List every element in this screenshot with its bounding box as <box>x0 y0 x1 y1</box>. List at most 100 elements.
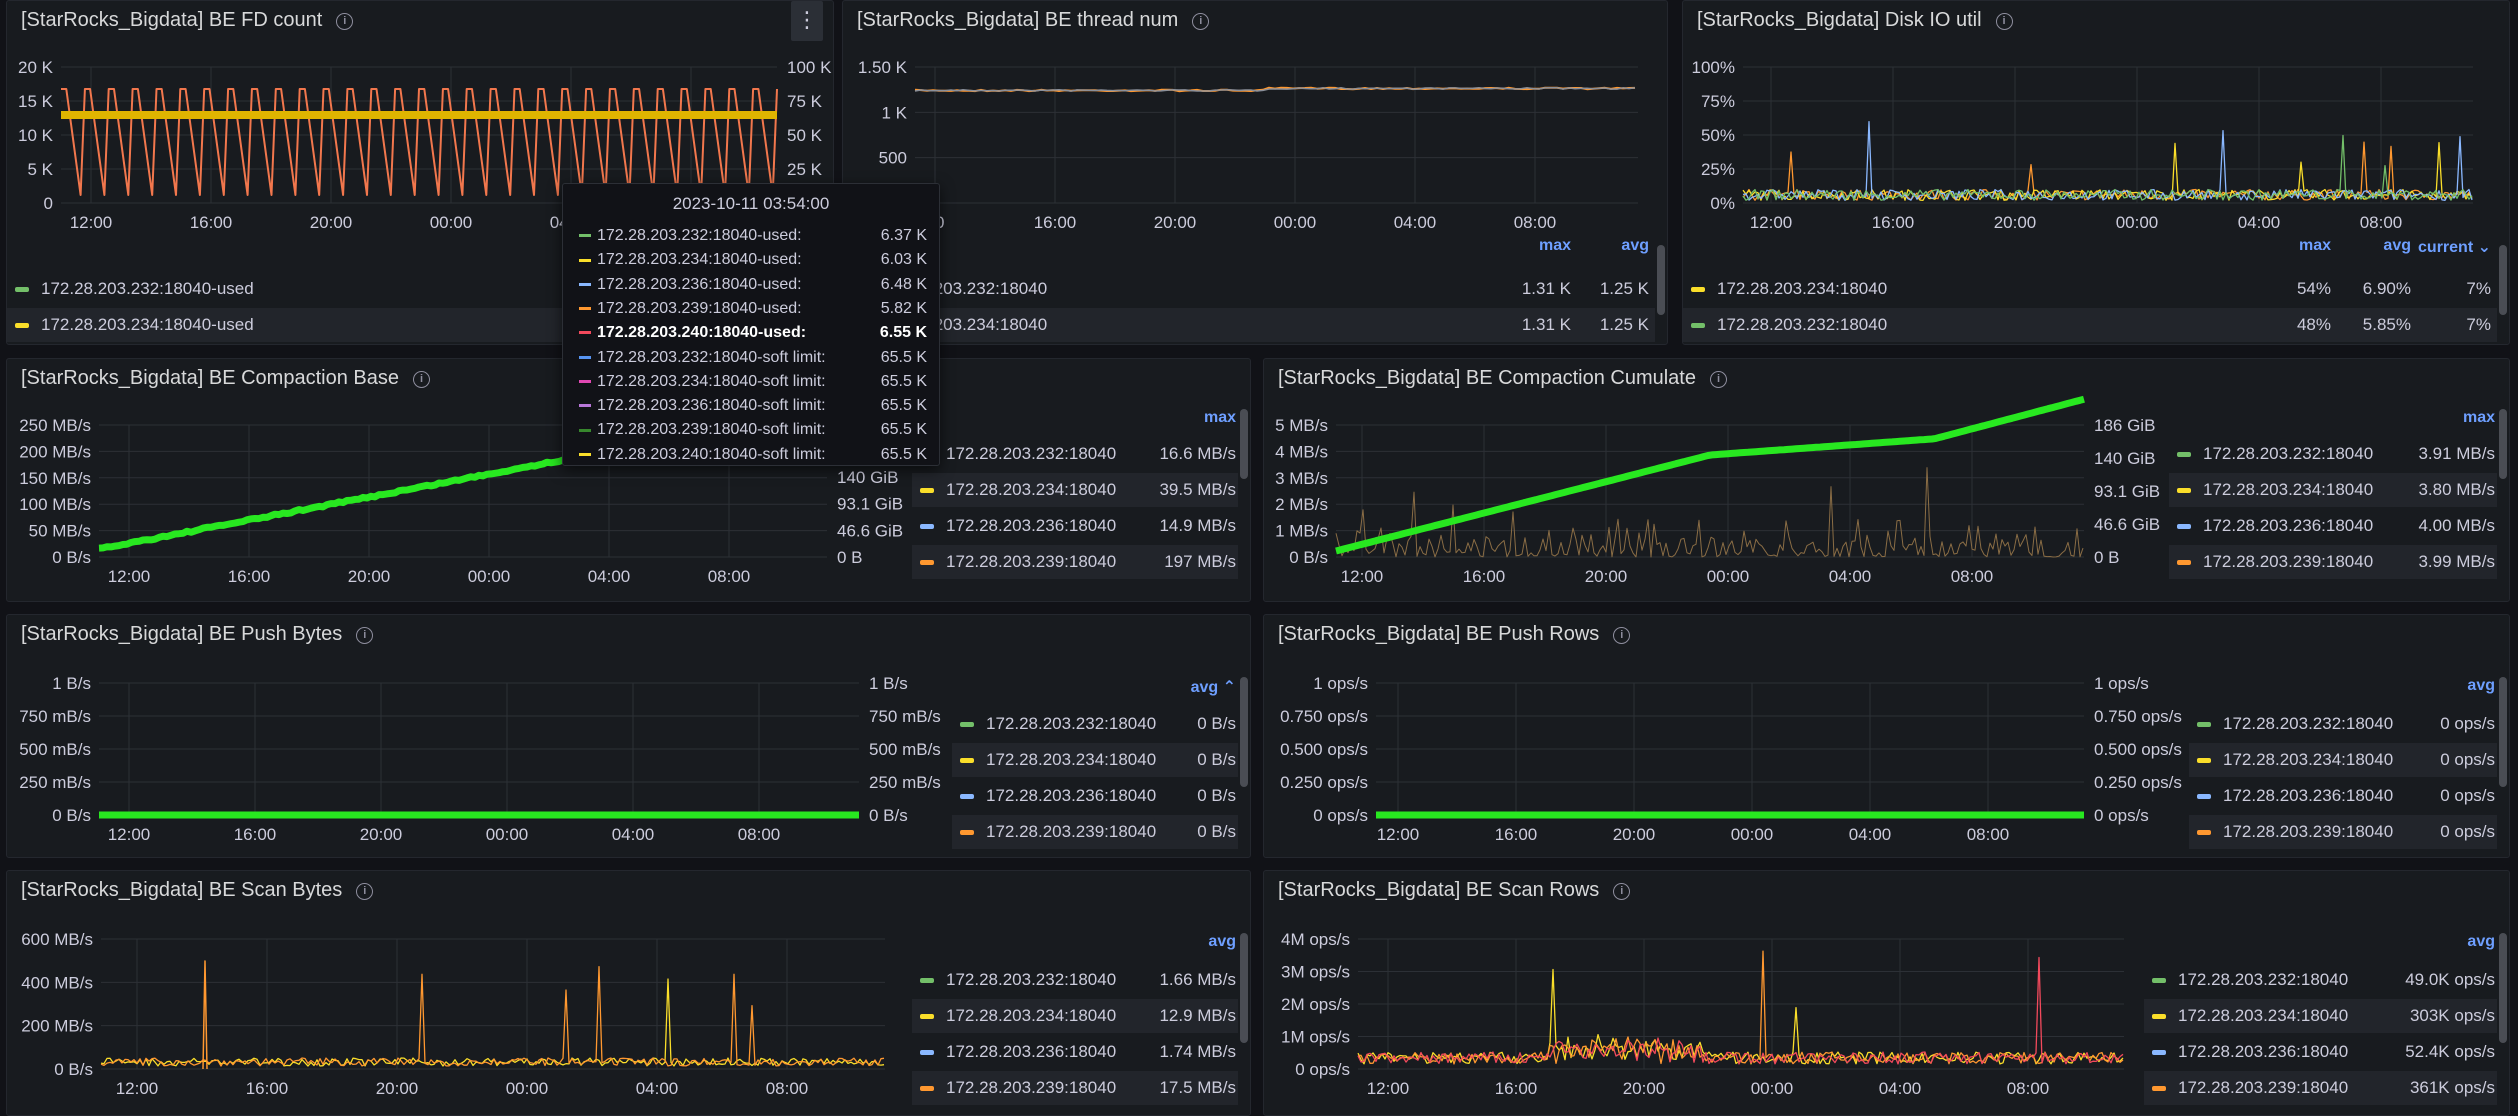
legend-row[interactable]: 172.28.203.234:18040 1.31 K 1.25 K <box>843 308 1655 342</box>
legend-col-header[interactable]: avg <box>2467 677 2495 694</box>
legend-row[interactable]: 172.28.203.234:18040 0 B/s <box>952 743 1238 777</box>
legend-col-header[interactable]: avg <box>2467 933 2495 950</box>
info-icon[interactable]: i <box>1613 883 1631 900</box>
legend-scrollbar[interactable] <box>2499 933 2507 1043</box>
y-tick-label: 15 K <box>18 92 54 111</box>
y-tick-label: 100 MB/s <box>19 495 91 514</box>
push-bytes-chart[interactable]: 1 B/s 750 mB/s 500 mB/s 250 mB/s 0 B/s 1 B/s 7… <box>7 615 967 858</box>
legend-row[interactable]: 172.28.203.232:18040 0 B/s <box>952 707 1238 741</box>
tooltip-series-name: 172.28.203.239:18040-soft limit: <box>597 421 826 439</box>
legend-row[interactable]: 172.28.203.234:18040 0 ops/s <box>2189 743 2497 777</box>
legend-row[interactable]: 172.28.203.236:18040 0 B/s <box>952 779 1238 813</box>
legend-row[interactable]: 172.28.203.236:18040 14.9 MB/s <box>912 509 1238 543</box>
compaction-cumulate-chart[interactable]: 5 MB/s 4 MB/s 3 MB/s 2 MB/s 1 MB/s 0 B/s 186 G… <box>1264 359 2174 602</box>
legend-row[interactable]: 172.28.203.234:18040 303K ops/s <box>2144 999 2497 1033</box>
legend-col-header[interactable]: avg <box>2383 237 2411 254</box>
legend-row[interactable]: 172.28.203.239:18040 3.99 MB/s <box>2169 545 2497 579</box>
legend-col-header[interactable]: avg <box>1208 933 1236 950</box>
x-tick-label: 12:00 <box>70 213 113 232</box>
info-icon[interactable]: i <box>356 627 374 644</box>
legend-col-header[interactable]: max <box>2462 409 2495 426</box>
y-right-tick-label: 0 B <box>2094 548 2120 567</box>
scan-bytes-chart[interactable]: 600 MB/s 400 MB/s 200 MB/s 0 B/s 12:00 16:00 2… <box>7 871 907 1116</box>
x-tick-label: 12:00 <box>1750 213 1793 232</box>
panel-be-push-rows[interactable]: [StarRocks_Bigdata] BE Push Rows i 1 ops/… <box>1263 614 2510 858</box>
panel-title: [StarRocks_Bigdata] BE Scan Rows i <box>1278 879 1631 902</box>
legend-scrollbar[interactable] <box>1240 933 1248 1043</box>
legend-row[interactable]: 172.28.203.236:18040 4.00 MB/s <box>2169 509 2497 543</box>
push-rows-chart[interactable]: 1 ops/s 0.750 ops/s 0.500 ops/s 0.250 ops/s… <box>1264 615 2204 858</box>
y-right-tick-label: 50 K <box>787 126 823 145</box>
info-icon[interactable]: i <box>1995 13 2013 30</box>
y-right-tick-label: 93.1 GiB <box>837 495 903 514</box>
legend-row[interactable]: 172.28.203.239:18040 0 B/s <box>952 815 1238 849</box>
panel-be-fd-count[interactable]: [StarRocks_Bigdata] BE FD count i ⋮ 20 K 1… <box>6 0 834 345</box>
y-tick-label: 1M ops/s <box>1281 1028 1350 1047</box>
legend-col-header[interactable]: max <box>1203 409 1236 426</box>
legend-col-header[interactable]: current ⌄ <box>2418 239 2491 256</box>
legend-swatch <box>1691 323 1705 329</box>
panel-be-scan-bytes[interactable]: [StarRocks_Bigdata] BE Scan Bytes i 600 M… <box>6 870 1251 1116</box>
legend-row[interactable]: 172.28.203.232:18040 49.0K ops/s <box>2144 963 2497 997</box>
legend-row[interactable]: 172.28.203.236:18040 52.4K ops/s <box>2144 1035 2497 1069</box>
legend-scrollbar[interactable] <box>1240 409 1248 479</box>
x-tick-label: 12:00 <box>108 825 151 844</box>
legend-row[interactable]: 172.28.203.232:18040 16.6 MB/s <box>912 437 1238 471</box>
disk-io-chart[interactable]: 100% 75% 50% 25% 0% 12:00 16:00 20:00 00:00 04:00… <box>1683 1 2510 261</box>
x-tick-label: 12:00 <box>1377 825 1420 844</box>
legend-row[interactable]: 172.28.203.232:18040 0 ops/s <box>2189 707 2497 741</box>
panel-be-push-bytes[interactable]: [StarRocks_Bigdata] BE Push Bytes i 1 B/s… <box>6 614 1251 858</box>
legend-row[interactable]: 172.28.203.234:18040 12.9 MB/s <box>912 999 1238 1033</box>
legend-col-header[interactable]: max <box>1538 237 1571 254</box>
tooltip-row: 172.28.203.232:18040-used: 6.37 K <box>579 224 927 248</box>
info-icon[interactable]: i <box>336 13 354 30</box>
legend-row[interactable]: 172.28.203.236:18040 1.74 MB/s <box>912 1035 1238 1069</box>
legend-value: 12.9 MB/s <box>1159 1006 1236 1025</box>
legend-row[interactable]: 172.28.203.239:18040 361K ops/s <box>2144 1071 2497 1105</box>
y-tick-label: 750 mB/s <box>19 707 91 726</box>
legend-row[interactable]: 172.28.203.232:18040 1.66 MB/s <box>912 963 1238 997</box>
legend-row[interactable]: 172.28.203.239:18040 17.5 MB/s <box>912 1071 1238 1105</box>
legend-scrollbar[interactable] <box>1657 245 1665 315</box>
y-tick-label: 4M ops/s <box>1281 930 1350 949</box>
info-icon[interactable]: i <box>356 883 374 900</box>
legend-name: 172.28.203.236:18040 <box>2178 1042 2349 1061</box>
panel-disk-io-util[interactable]: [StarRocks_Bigdata] Disk IO util i 100% 75… <box>1682 0 2510 345</box>
panel-be-scan-rows[interactable]: [StarRocks_Bigdata] BE Scan Rows i 4M ops… <box>1263 870 2510 1116</box>
legend-row[interactable]: 172.28.203.234:18040 54% 6.90% 7% <box>1683 272 2497 306</box>
x-tick-label: 16:00 <box>190 213 233 232</box>
info-icon[interactable]: i <box>1613 627 1631 644</box>
legend-row[interactable]: 172.28.203.232:18040-used <box>7 272 833 306</box>
legend-row[interactable]: 172.28.203.239:18040 197 MB/s <box>912 545 1238 579</box>
panel-be-compaction-cumulate[interactable]: [StarRocks_Bigdata] BE Compaction Cumula… <box>1263 358 2510 602</box>
legend-row[interactable]: 172.28.203.232:18040 48% 5.85% 7% <box>1683 308 2497 342</box>
legend-row[interactable]: 172.28.203.234:18040 39.5 MB/s <box>912 473 1238 507</box>
legend-row[interactable]: 172.28.203.236:18040 0 ops/s <box>2189 779 2497 813</box>
legend-scrollbar[interactable] <box>1240 677 1248 787</box>
legend-row[interactable]: 172.28.203.232:18040 3.91 MB/s <box>2169 437 2497 471</box>
legend-col-header[interactable]: avg ⌃ <box>1190 679 1236 696</box>
legend-scrollbar[interactable] <box>2499 677 2507 787</box>
scan-rows-chart[interactable]: 4M ops/s 3M ops/s 2M ops/s 1M ops/s 0 ops/s 1… <box>1264 871 2154 1116</box>
legend-row[interactable]: 172.28.203.239:18040 0 ops/s <box>2189 815 2497 849</box>
y-tick-label: 200 MB/s <box>21 1017 93 1036</box>
legend-name: 172.28.203.232:18040 <box>946 970 1117 989</box>
info-icon[interactable]: i <box>1709 371 1727 388</box>
panel-menu-icon[interactable]: ⋮ <box>791 1 823 41</box>
legend-row[interactable]: 172.28.203.232:18040 1.31 K 1.25 K <box>843 272 1655 306</box>
legend-col-header[interactable]: avg <box>1621 237 1649 254</box>
info-icon[interactable]: i <box>412 371 430 388</box>
legend-value: 17.5 MB/s <box>1159 1078 1236 1097</box>
legend-scrollbar[interactable] <box>2499 409 2507 479</box>
info-icon[interactable]: i <box>1192 13 1210 30</box>
legend-scrollbar[interactable] <box>2499 245 2507 315</box>
y-right-tick-label: 93.1 GiB <box>2094 482 2160 501</box>
legend-col-header[interactable]: max <box>2298 237 2331 254</box>
legend-row[interactable]: 172.28.203.234:18040 3.80 MB/s <box>2169 473 2497 507</box>
tooltip-swatch <box>579 380 591 384</box>
legend-value: 54% <box>2296 279 2331 298</box>
tooltip-swatch <box>579 428 591 432</box>
tooltip-series-name: 172.28.203.236:18040-used: <box>597 275 802 293</box>
panel-be-thread-num[interactable]: [StarRocks_Bigdata] BE thread num i 1.50 … <box>842 0 1668 345</box>
